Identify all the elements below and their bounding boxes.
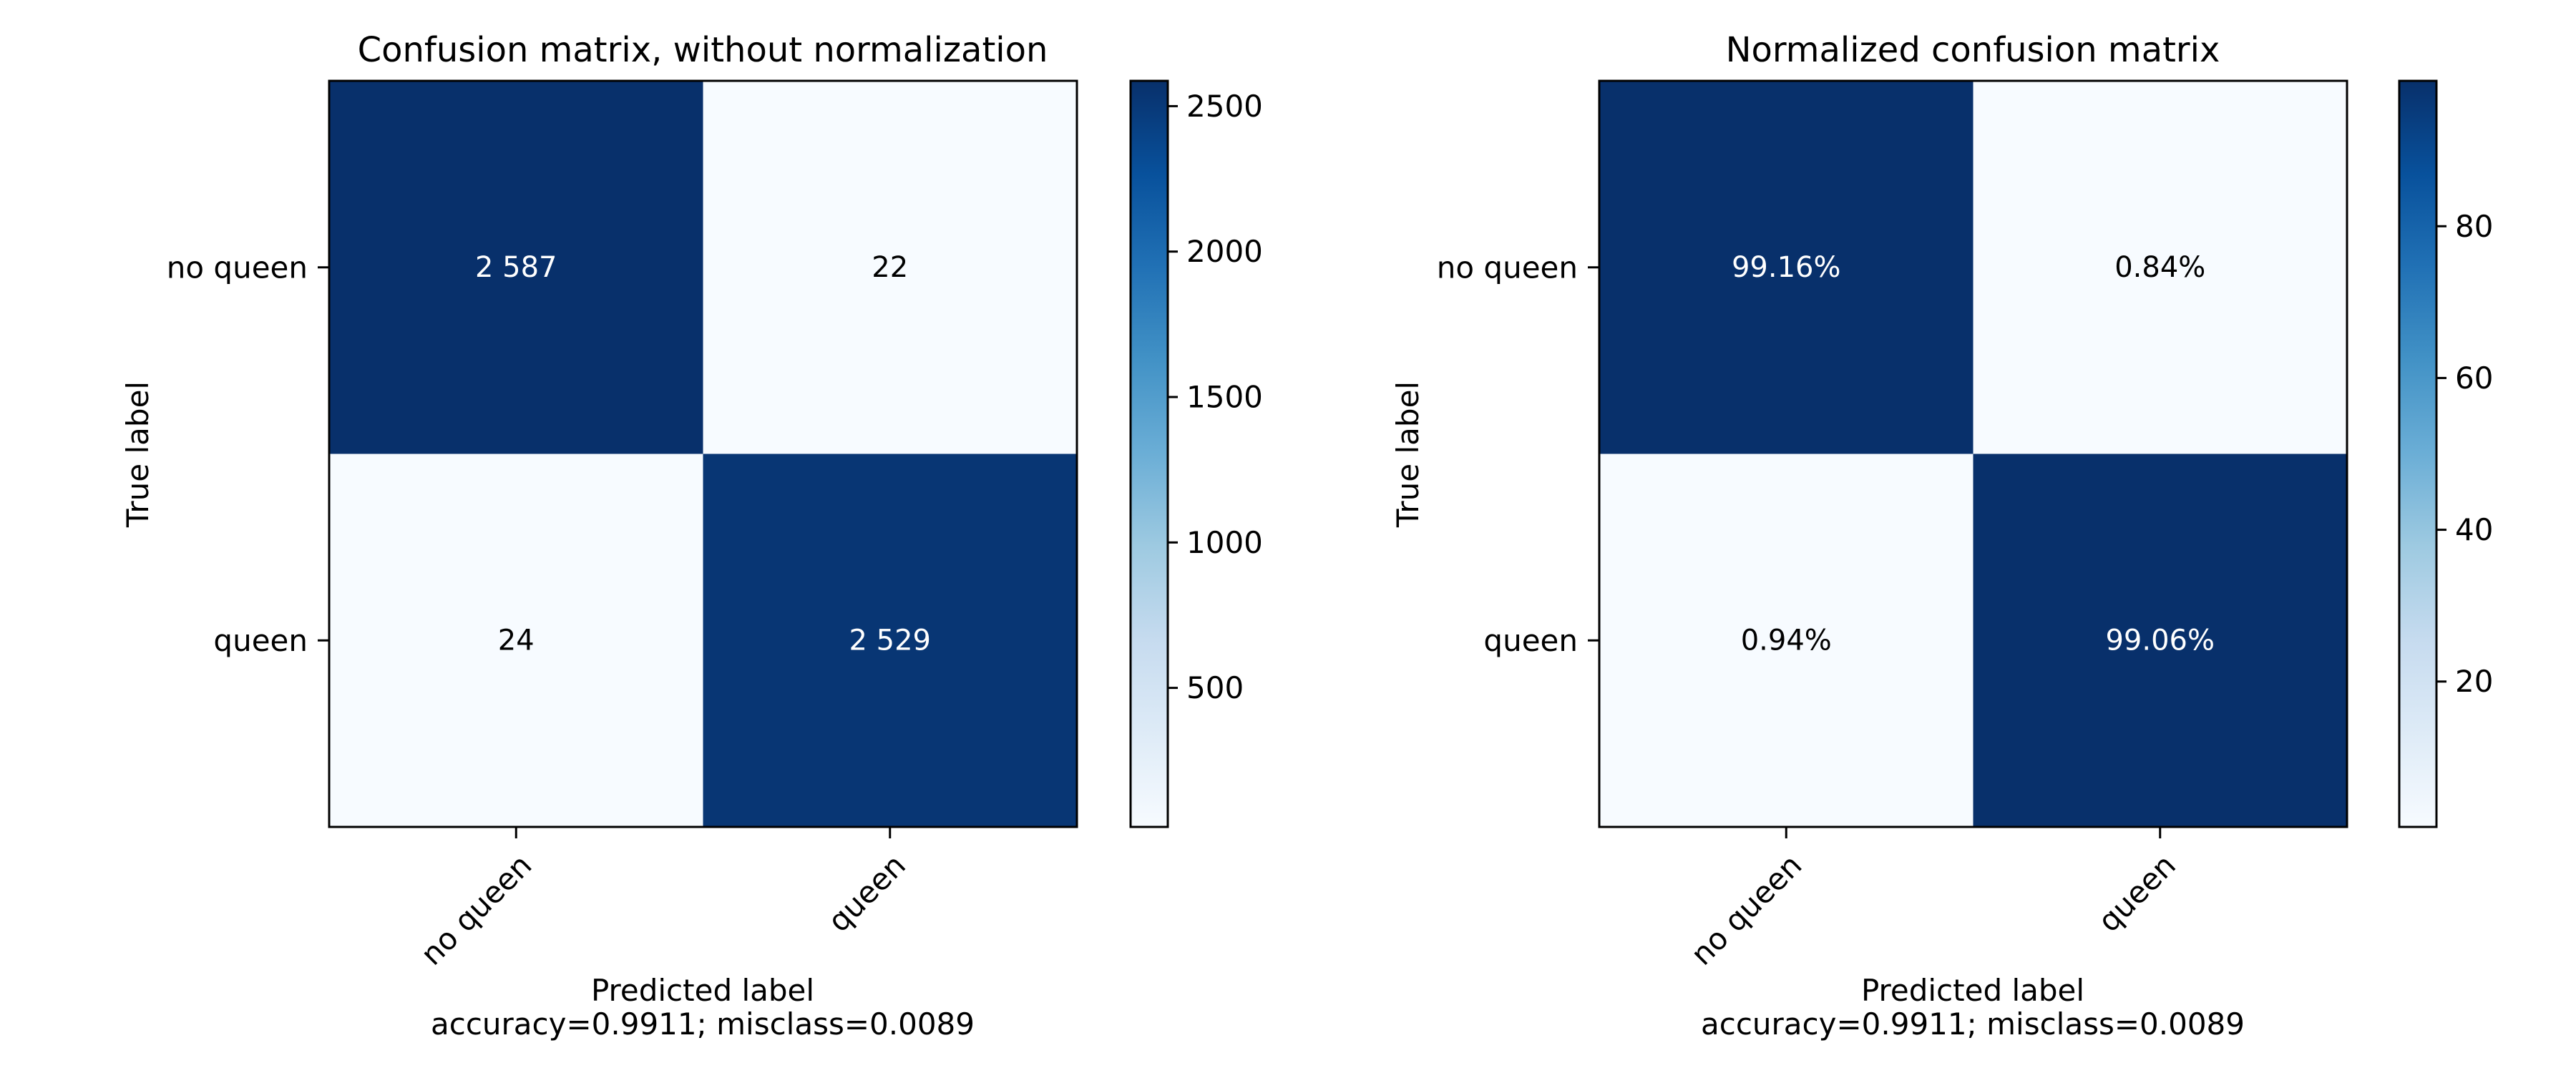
y-tick-label: no queen (167, 250, 308, 285)
colorbar-ticks: 20 40 60 80 (2436, 209, 2493, 699)
y-axis-label: True label (1390, 381, 1425, 528)
heatmap-cell (329, 454, 703, 828)
colorbar-tick-label: 60 (2455, 361, 2493, 396)
colorbar-tick-label: 20 (2455, 664, 2493, 699)
colorbar-tick-label: 1500 (1186, 380, 1263, 415)
heatmap-cell (1973, 81, 2348, 454)
colorbar-ticks: 500 1000 1500 2000 2500 (1168, 89, 1263, 705)
confusion-matrix-counts: Confusion matrix, without normalization … (120, 30, 1263, 1042)
colorbar-gradient (2398, 79, 2438, 828)
y-tick-label: queen (1483, 623, 1578, 658)
cell-value-label: 2 529 (849, 624, 931, 657)
cell-value-label: 99.16% (1732, 251, 1841, 284)
chart-title: Normalized confusion matrix (1726, 30, 2220, 70)
cell-value-label: 24 (498, 624, 535, 657)
heatmap-cells: 99.16% 0.84% 0.94% 99.06% (1599, 81, 2348, 828)
plot-frame (328, 79, 1078, 828)
x-axis-label: Predicted label (591, 973, 814, 1008)
plot-frame (1598, 79, 2348, 828)
x-tick-label: queen (2091, 848, 2182, 939)
cell-value-label: 0.84% (2114, 251, 2205, 284)
x-axis-label: Predicted label (1861, 973, 2084, 1008)
chart-title: Confusion matrix, without normalization (358, 30, 1048, 70)
colorbar: 500 1000 1500 2000 2500 (1129, 79, 1263, 828)
x-axis-note: accuracy=0.9911; misclass=0.0089 (431, 1006, 975, 1042)
heatmap-cell (1599, 454, 1974, 828)
x-tick-label: no queen (414, 848, 538, 972)
colorbar-tick-label: 2500 (1186, 89, 1263, 124)
x-tick-label: queen (821, 848, 912, 939)
confusion-matrix-normalized: Normalized confusion matrix 99.16% 0.84% 0… (1390, 30, 2493, 1042)
cell-value-label: 0.94% (1741, 624, 1832, 657)
colorbar-gradient (1129, 79, 1169, 828)
colorbar-tick-label: 40 (2455, 512, 2493, 547)
colorbar-tick-label: 500 (1186, 670, 1244, 705)
colorbar: 20 40 60 80 (2398, 79, 2493, 828)
y-axis-label: True label (120, 381, 155, 528)
y-tick-label: queen (213, 623, 308, 658)
x-axis-note: accuracy=0.9911; misclass=0.0089 (1701, 1006, 2245, 1042)
heatmap-cell (703, 454, 1078, 828)
heatmap-cell (1599, 81, 1974, 454)
colorbar-tick-label: 80 (2455, 209, 2493, 244)
cell-value-label: 99.06% (2105, 624, 2215, 657)
cell-value-label: 2 587 (475, 251, 557, 284)
colorbar-tick-label: 1000 (1186, 525, 1263, 560)
heatmap-cell (1973, 454, 2348, 828)
heatmap-cell (329, 81, 703, 454)
heatmap-cell (703, 81, 1078, 454)
cell-value-label: 22 (872, 251, 908, 284)
x-tick-label: no queen (1684, 848, 1808, 972)
heatmap-cells: 2 587 22 24 2 529 (329, 81, 1078, 828)
colorbar-tick-label: 2000 (1186, 234, 1263, 269)
y-tick-label: no queen (1437, 250, 1578, 285)
